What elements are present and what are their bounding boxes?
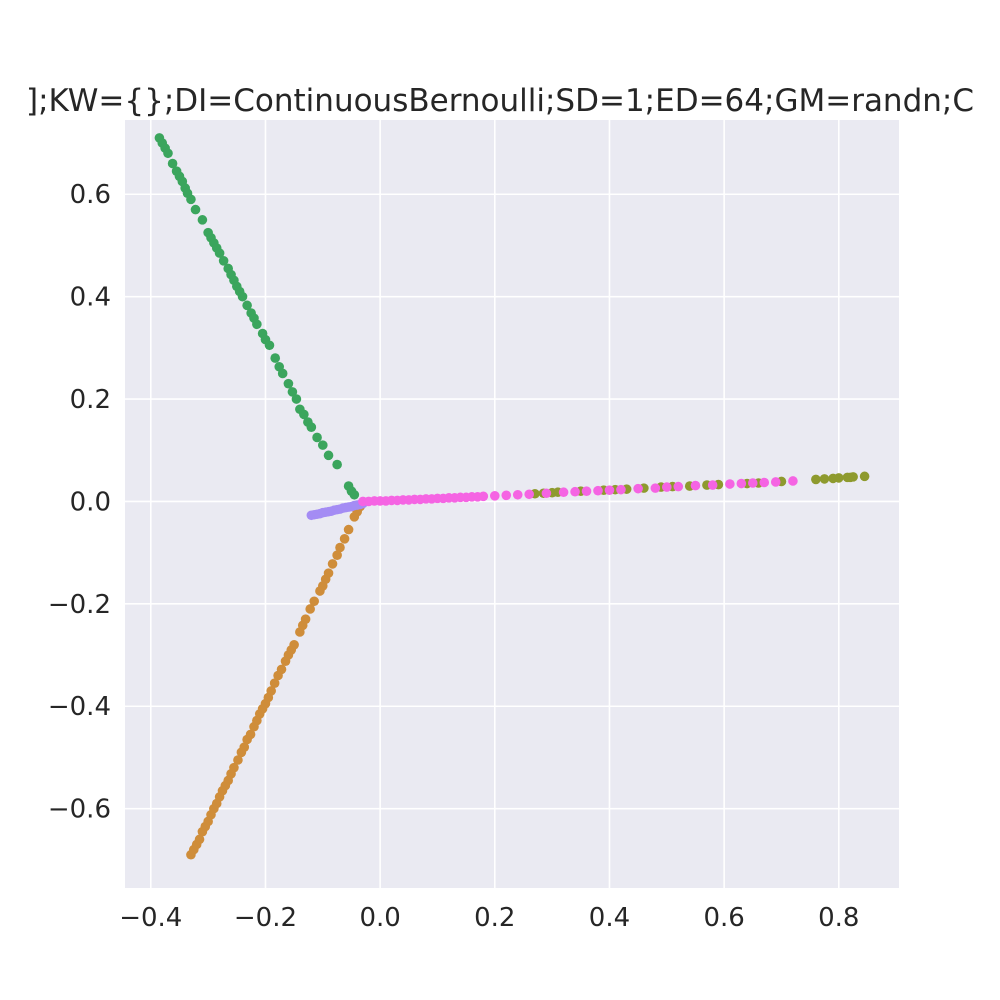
- data-point: [332, 550, 342, 560]
- data-point: [266, 686, 277, 696]
- data-point: [218, 255, 229, 266]
- x-tick-label: −0.4: [119, 903, 182, 933]
- data-point: [167, 158, 178, 169]
- data-point: [233, 755, 243, 765]
- data-point: [276, 664, 287, 675]
- x-tick-label: 0.2: [474, 903, 515, 933]
- data-points: [154, 133, 870, 860]
- data-point: [558, 487, 569, 498]
- data-point: [349, 489, 360, 500]
- data-point: [673, 481, 684, 492]
- data-point: [707, 480, 718, 490]
- data-point: [819, 474, 830, 484]
- data-point: [725, 479, 735, 489]
- data-point: [194, 834, 205, 845]
- data-point: [759, 477, 770, 488]
- data-point: [287, 387, 298, 397]
- plot-area: [125, 120, 899, 888]
- data-point: [811, 474, 821, 485]
- x-tick-label: 0.8: [818, 903, 859, 933]
- y-tick-label: 0.4: [70, 283, 111, 313]
- data-point: [593, 485, 603, 496]
- x-tick-label: 0.6: [703, 903, 744, 933]
- data-point: [291, 394, 302, 404]
- data-point: [770, 477, 781, 487]
- data-point: [269, 678, 280, 688]
- data-point: [736, 478, 747, 489]
- data-point: [616, 484, 626, 495]
- data-point: [239, 742, 250, 752]
- data-point: [748, 478, 758, 488]
- data-point: [834, 473, 844, 483]
- data-point: [214, 248, 225, 258]
- data-point: [490, 491, 500, 501]
- data-point: [318, 440, 328, 450]
- data-point: [312, 432, 322, 443]
- data-point: [163, 148, 173, 159]
- series-2: [306, 498, 368, 521]
- chart-title: ];KW={};DI=ContinuousBernoulli;SD=1;ED=6…: [26, 83, 974, 119]
- y-tick-label: −0.6: [48, 795, 111, 825]
- y-tick-label: 0.0: [70, 487, 111, 517]
- data-point: [305, 604, 315, 614]
- data-point: [501, 490, 512, 501]
- data-point: [650, 483, 661, 493]
- y-tick-label: 0.2: [70, 385, 111, 415]
- data-point: [323, 450, 334, 461]
- data-point: [323, 568, 334, 578]
- data-point: [242, 300, 252, 311]
- data-point: [306, 422, 317, 433]
- data-point: [252, 319, 262, 330]
- series-4: [358, 476, 798, 507]
- data-point: [327, 559, 338, 569]
- data-point: [581, 486, 592, 497]
- y-tick-label: 0.6: [70, 180, 111, 210]
- data-point: [186, 194, 196, 205]
- data-point: [339, 534, 350, 544]
- series-1: [186, 501, 365, 860]
- data-point: [343, 524, 354, 535]
- data-point: [332, 459, 342, 470]
- x-tick-label: 0.0: [359, 903, 400, 933]
- data-point: [283, 378, 294, 389]
- y-axis-ticks: 0.6 0.4 0.2 0.0 −0.2 −0.4 −0.6: [48, 180, 111, 824]
- y-tick-label: −0.2: [48, 590, 111, 620]
- data-point: [859, 471, 870, 482]
- data-point: [570, 486, 580, 497]
- data-point: [289, 640, 299, 650]
- data-point: [237, 291, 248, 302]
- data-point: [197, 215, 208, 225]
- data-point: [690, 480, 701, 491]
- y-tick-label: −0.4: [48, 692, 111, 722]
- data-point: [245, 729, 256, 740]
- series-0: [154, 133, 360, 500]
- data-point: [299, 409, 309, 420]
- data-point: [264, 340, 275, 351]
- data-point: [300, 614, 311, 624]
- data-point: [190, 204, 201, 215]
- data-point: [229, 762, 239, 773]
- data-point: [524, 489, 534, 500]
- data-point: [335, 542, 345, 553]
- data-point: [277, 368, 288, 379]
- x-tick-label: 0.4: [589, 903, 630, 933]
- data-point: [270, 353, 281, 363]
- data-point: [848, 472, 858, 482]
- data-point: [788, 476, 798, 486]
- x-tick-label: −0.2: [234, 903, 297, 933]
- data-point: [662, 482, 672, 492]
- data-point: [541, 488, 552, 499]
- data-point: [309, 596, 320, 607]
- data-point: [512, 489, 523, 500]
- data-point: [478, 491, 489, 502]
- x-axis-ticks: −0.4 −0.2 0.0 0.2 0.4 0.6 0.8: [119, 903, 859, 933]
- data-point: [633, 483, 643, 494]
- data-point: [604, 485, 615, 495]
